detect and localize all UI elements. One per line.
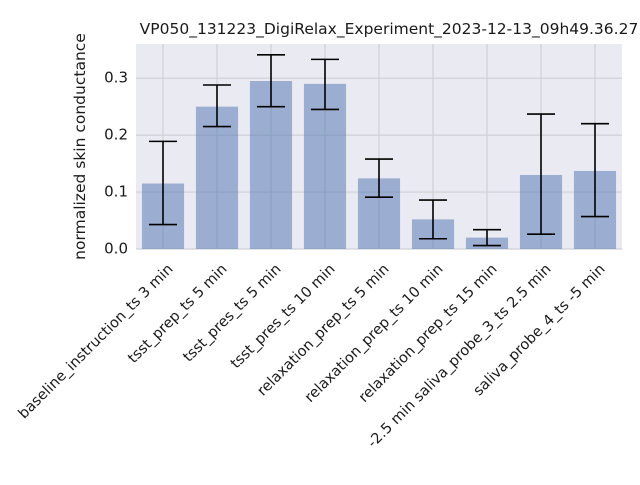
x-tick-label: tsst_pres_ts 10 min: [228, 261, 339, 372]
y-tick-label: 0.0: [104, 240, 128, 258]
error-bars: [149, 54, 609, 247]
y-tick-label: 0.2: [104, 126, 128, 144]
y-axis-ticks: 0.0 0.1 0.2 0.3: [104, 69, 128, 258]
bar: [195, 106, 239, 249]
y-tick-label: 0.1: [104, 183, 128, 201]
x-tick-label: tsst_pres_ts 5 min: [180, 261, 284, 365]
x-tick-label: tsst_prep_ts 5 min: [125, 261, 230, 366]
chart-title: VP050_131223_DigiRelax_Experiment_2023-1…: [140, 20, 639, 39]
y-axis-title: normalized skin conductance: [71, 33, 89, 260]
bar: [249, 81, 293, 249]
x-axis-ticks: baseline_instruction_ts 3 mintsst_prep_t…: [16, 261, 609, 451]
y-tick-label: 0.3: [104, 69, 128, 87]
bar: [303, 83, 347, 249]
